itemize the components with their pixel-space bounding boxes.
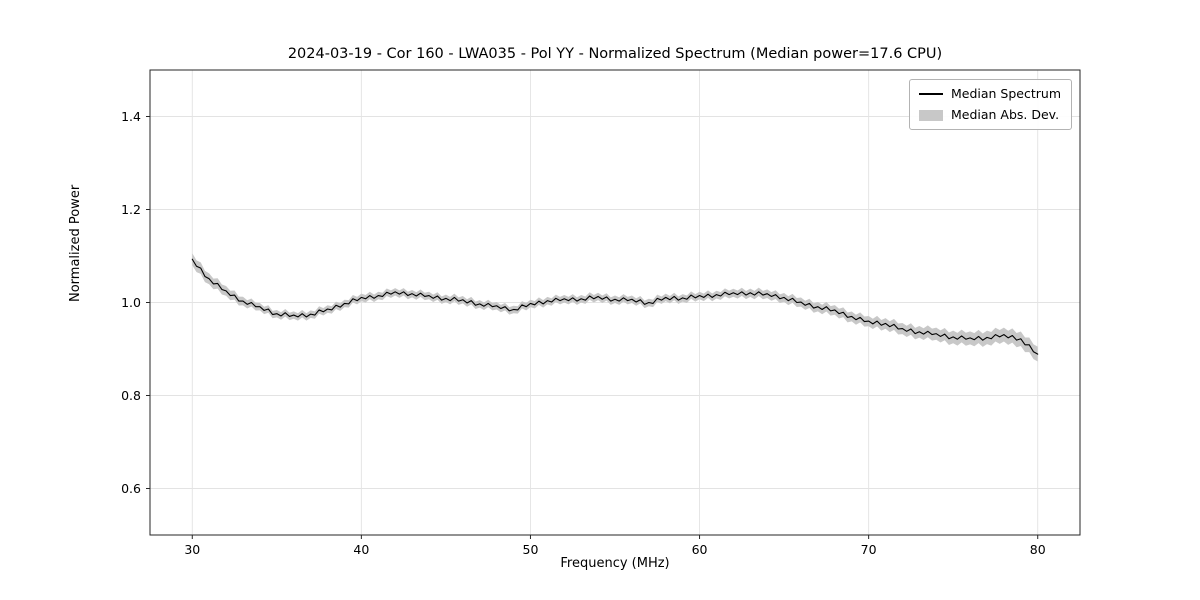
x-tick-label: 60 [692, 542, 708, 557]
y-tick-label: 1.0 [121, 295, 141, 310]
legend-entry-median-abs-dev: Median Abs. Dev. [918, 107, 1061, 122]
legend-entry-median-spectrum: Median Spectrum [918, 86, 1061, 101]
median-spectrum-line [191, 258, 1039, 355]
x-tick-label: 80 [1030, 542, 1046, 557]
y-tick-label: 1.4 [121, 109, 141, 124]
x-tick-label: 30 [184, 542, 200, 557]
x-axis-label: Frequency (MHz) [560, 556, 670, 571]
y-tick-label: 0.6 [121, 481, 141, 496]
line-swatch-icon [918, 93, 943, 95]
y-tick-label: 0.8 [121, 388, 141, 403]
mad-band [192, 253, 1038, 362]
chart-title: 2024-03-19 - Cor 160 - LWA035 - Pol YY -… [287, 46, 943, 62]
legend-label: Median Abs. Dev. [950, 107, 1060, 122]
x-tick-label: 40 [353, 542, 369, 557]
y-tick-label: 1.2 [121, 202, 141, 217]
legend: Median Spectrum Median Abs. Dev. [908, 79, 1072, 130]
legend-label: Median Spectrum [950, 86, 1061, 101]
x-tick-label: 70 [861, 542, 877, 557]
x-tick-label: 50 [523, 542, 539, 557]
patch-swatch-icon [918, 109, 943, 121]
